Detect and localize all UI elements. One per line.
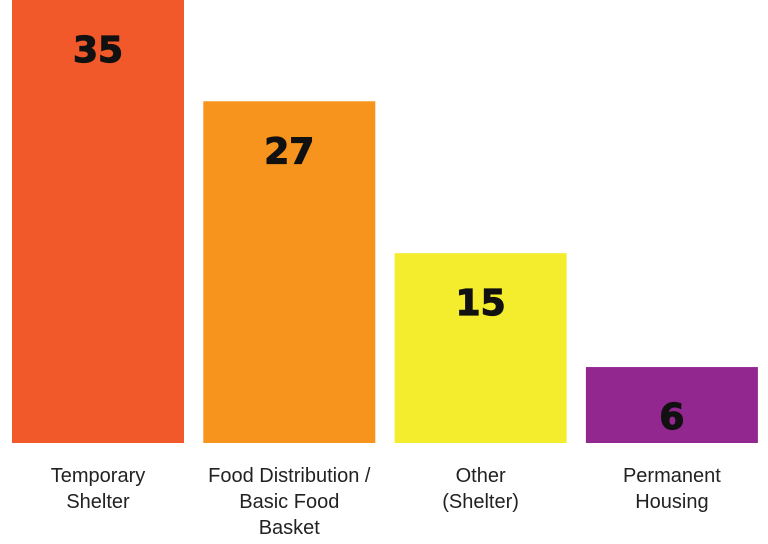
bar [203, 101, 376, 443]
value-label: 6 [659, 397, 684, 438]
bar [12, 0, 184, 443]
bar [394, 253, 567, 443]
value-label: 35 [73, 30, 123, 71]
category-label: Temporary Shelter [50, 465, 146, 513]
value-label: 27 [264, 131, 314, 172]
category-label: Other (Shelter) [442, 465, 519, 513]
category-label: Food Distribution / Basic Food Basket [208, 465, 371, 539]
value-label: 15 [456, 283, 506, 324]
category-label: Permanent Housing [622, 465, 721, 513]
bar [585, 367, 758, 443]
